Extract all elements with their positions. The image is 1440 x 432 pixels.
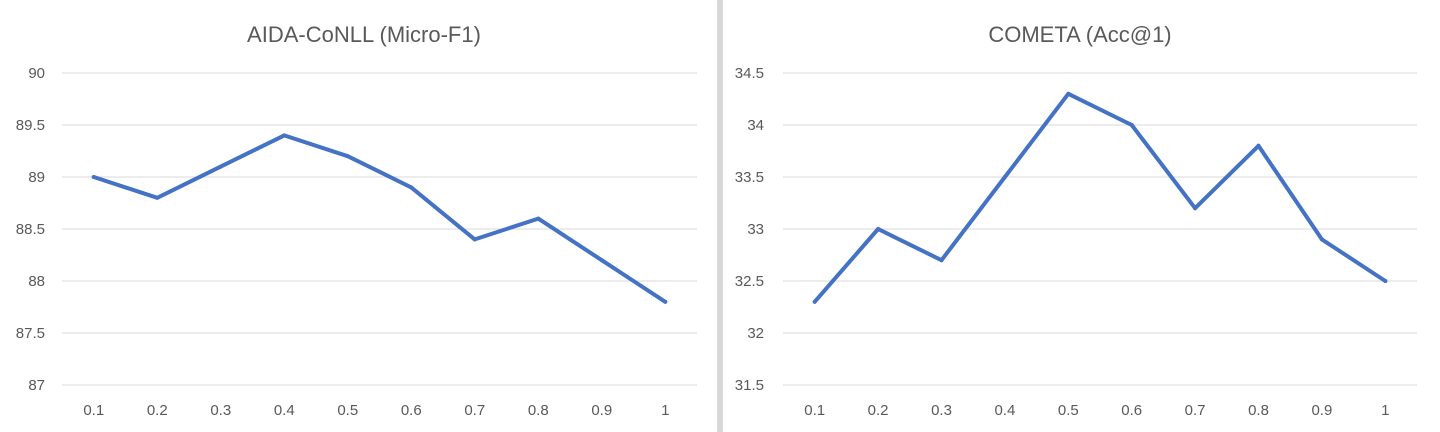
chart-title: AIDA-CoNLL (Micro-F1) bbox=[247, 22, 481, 47]
x-tick-label: 0.9 bbox=[1311, 402, 1332, 419]
y-tick-label: 90 bbox=[28, 65, 45, 82]
data-point bbox=[409, 185, 414, 190]
line-chart-aida-conll: AIDA-CoNLL (Micro-F1) 87 87.5 88 88.5 89 89.5… bbox=[16, 22, 697, 419]
chart-title: COMETA (Acc@1) bbox=[988, 22, 1171, 47]
data-point bbox=[1319, 237, 1324, 242]
chart-panel-cometa: COMETA (Acc@1) 31.5 32 32.5 33 33.5 34 34.5 0.1… bbox=[723, 0, 1440, 432]
x-tick-label: 0.8 bbox=[528, 402, 549, 419]
y-tick-label: 88 bbox=[28, 273, 45, 290]
data-point bbox=[536, 216, 541, 221]
data-point bbox=[599, 258, 604, 263]
y-tick-label: 87 bbox=[28, 377, 45, 394]
x-tick-label: 1 bbox=[661, 402, 669, 419]
x-tick-label: 0.6 bbox=[1121, 402, 1142, 419]
x-tick-label: 1 bbox=[1381, 402, 1389, 419]
data-point bbox=[1193, 206, 1198, 211]
x-tick-label: 0.2 bbox=[147, 402, 168, 419]
data-point bbox=[1383, 279, 1388, 283]
x-tick-label: 0.6 bbox=[401, 402, 422, 419]
x-tick-label: 0.5 bbox=[337, 402, 358, 419]
chart-panel-aida-conll: AIDA-CoNLL (Micro-F1) 87 87.5 88 88.5 89 89.5… bbox=[0, 0, 717, 432]
y-tick-label: 88.5 bbox=[16, 221, 45, 238]
y-tick-label: 34.5 bbox=[735, 65, 764, 82]
data-point bbox=[218, 164, 223, 169]
data-point bbox=[1129, 123, 1134, 127]
data-point bbox=[345, 154, 350, 159]
x-tick-label: 0.1 bbox=[804, 402, 825, 419]
data-point bbox=[1002, 175, 1007, 179]
data-point bbox=[1066, 91, 1071, 96]
x-tick-label: 0.7 bbox=[464, 402, 485, 419]
data-point bbox=[91, 175, 96, 179]
x-tick-label: 0.7 bbox=[1185, 402, 1206, 419]
x-tick-label: 0.3 bbox=[931, 402, 952, 419]
data-point bbox=[663, 299, 668, 304]
x-tick-label: 0.9 bbox=[591, 402, 612, 419]
x-tick-label: 0.4 bbox=[274, 402, 295, 419]
data-point bbox=[472, 237, 477, 242]
y-tick-label: 33 bbox=[747, 221, 764, 238]
y-tick-label: 87.5 bbox=[16, 325, 45, 342]
line-chart-cometa: COMETA (Acc@1) 31.5 32 32.5 33 33.5 34 34.5 0.1… bbox=[735, 22, 1417, 419]
data-point bbox=[155, 195, 160, 200]
y-tick-label: 34 bbox=[747, 117, 764, 134]
y-tick-label: 32 bbox=[747, 325, 764, 342]
x-tick-label: 0.4 bbox=[994, 402, 1015, 419]
x-tick-label: 0.3 bbox=[210, 402, 231, 419]
data-point bbox=[282, 133, 287, 138]
y-tick-label: 31.5 bbox=[735, 377, 764, 394]
data-point bbox=[812, 299, 817, 304]
x-tick-label: 0.2 bbox=[868, 402, 889, 419]
y-tick-label: 33.5 bbox=[735, 169, 764, 186]
y-tick-label: 89.5 bbox=[16, 117, 45, 134]
y-tick-label: 32.5 bbox=[735, 273, 764, 290]
x-tick-label: 0.8 bbox=[1248, 402, 1269, 419]
data-point bbox=[1256, 143, 1261, 148]
x-tick-label: 0.1 bbox=[83, 402, 104, 419]
x-tick-label: 0.5 bbox=[1058, 402, 1079, 419]
series-line bbox=[812, 91, 1388, 304]
data-point bbox=[939, 258, 944, 263]
series-line bbox=[91, 133, 668, 304]
data-point bbox=[876, 227, 881, 231]
y-tick-label: 89 bbox=[28, 169, 45, 186]
